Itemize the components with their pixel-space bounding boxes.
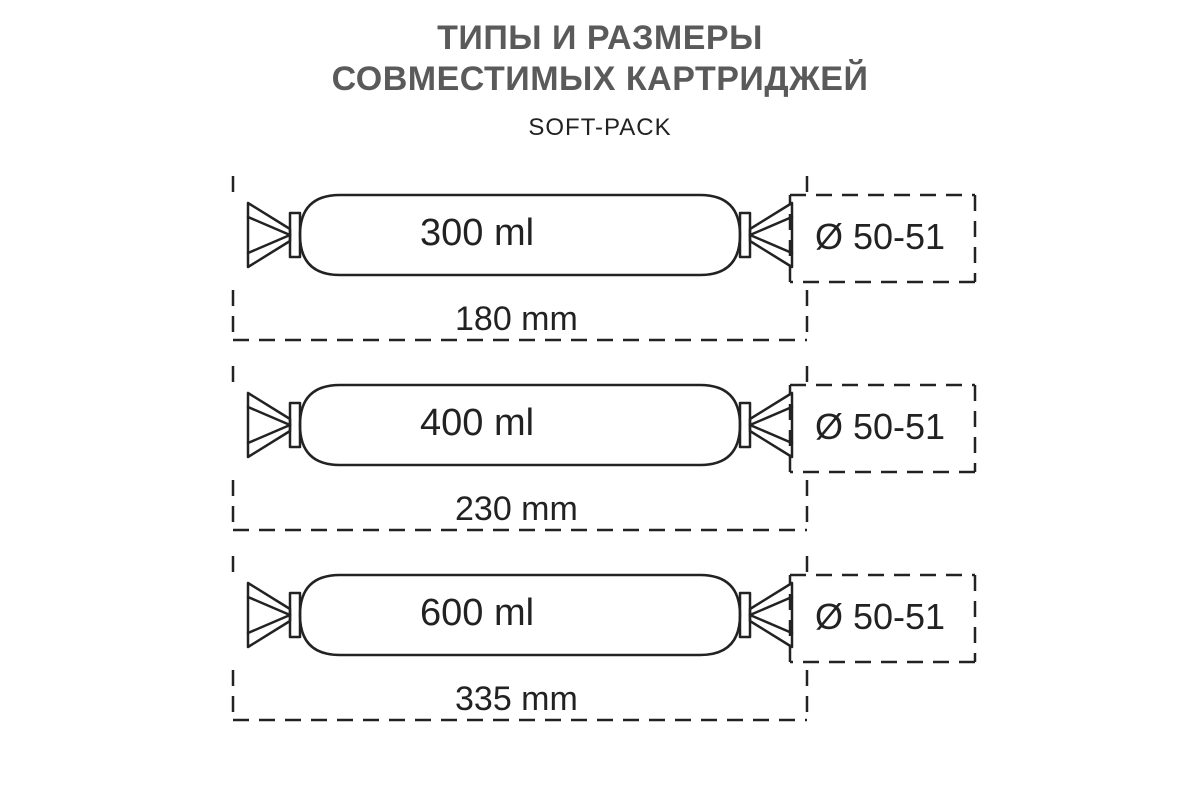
title-line-2: СОВМЕСТИМЫХ КАРТРИДЖЕЙ (332, 60, 869, 98)
cartridge-row: 300 ml 180 mm Ø 50-51 (0, 170, 1200, 360)
title-line-1: ТИПЫ И РАЗМЕРЫ (437, 19, 763, 57)
cartridge-diagram (0, 170, 1200, 360)
cartridge-diagram (0, 550, 1200, 740)
volume-label: 300 ml (420, 212, 534, 255)
cartridge-rows: 300 ml180 mmØ 50-51 400 ml230 mmØ 50-51 … (0, 170, 1200, 740)
length-label: 335 mm (455, 680, 578, 719)
volume-label: 400 ml (420, 402, 534, 445)
cartridge-diagram (0, 360, 1200, 550)
diameter-label: Ø 50-51 (815, 216, 945, 258)
page-title: ТИПЫ И РАЗМЕРЫ СОВМЕСТИМЫХ КАРТРИДЖЕЙ (0, 0, 1200, 100)
length-label: 230 mm (455, 490, 578, 529)
length-label: 180 mm (455, 300, 578, 339)
cartridge-row: 400 ml 230 mm Ø 50-51 (0, 360, 1200, 550)
diameter-label: Ø 50-51 (815, 406, 945, 448)
volume-label: 600 ml (420, 592, 534, 635)
subtitle: SOFT-PACK (0, 114, 1200, 142)
cartridge-row: 600 ml 335 mm Ø 50-51 (0, 550, 1200, 740)
diameter-label: Ø 50-51 (815, 596, 945, 638)
